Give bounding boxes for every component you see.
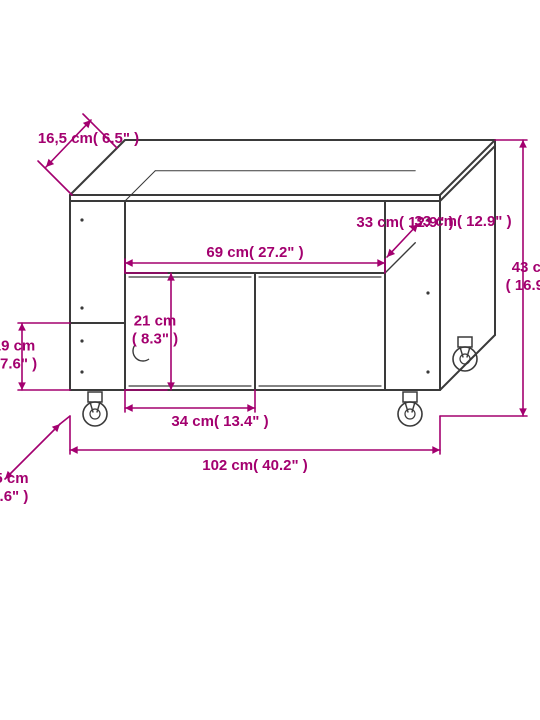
dim-total-d-b: ( 13.6" ) xyxy=(0,488,28,505)
dim-left-low-b: ( 7.6" ) xyxy=(0,356,37,373)
dim-total-h-b: ( 16.9" ) xyxy=(506,277,540,294)
dim-inner-width: 69 cm( 27.2" ) xyxy=(206,244,303,261)
dim-drawer-h-a: 21 cm xyxy=(134,313,177,330)
dim-inner-depth: 33 cm( 12.9" ) xyxy=(356,214,453,231)
caster-wheels xyxy=(83,337,477,426)
dim-drawer-w: 34 cm( 13.4" ) xyxy=(171,413,268,430)
dim-total-h-a: 43 cm xyxy=(512,259,540,276)
diagram-canvas: 16,5 cm( 6.5" ) 69 cm( 27.2" ) 33 cm( 12.9… xyxy=(0,0,540,720)
dimensions: 16,5 cm( 6.5" ) 69 cm( 27.2" ) 33 cm( 12.9… xyxy=(0,114,540,505)
dim-depth-top: 16,5 cm( 6.5" ) xyxy=(38,130,139,147)
dim-total-w: 102 cm( 40.2" ) xyxy=(202,457,308,474)
dim-left-low-a: 19 cm xyxy=(0,338,35,355)
dim-total-d-a: 34,5 cm xyxy=(0,470,29,487)
dim-drawer-h-b: ( 8.3" ) xyxy=(132,331,178,348)
